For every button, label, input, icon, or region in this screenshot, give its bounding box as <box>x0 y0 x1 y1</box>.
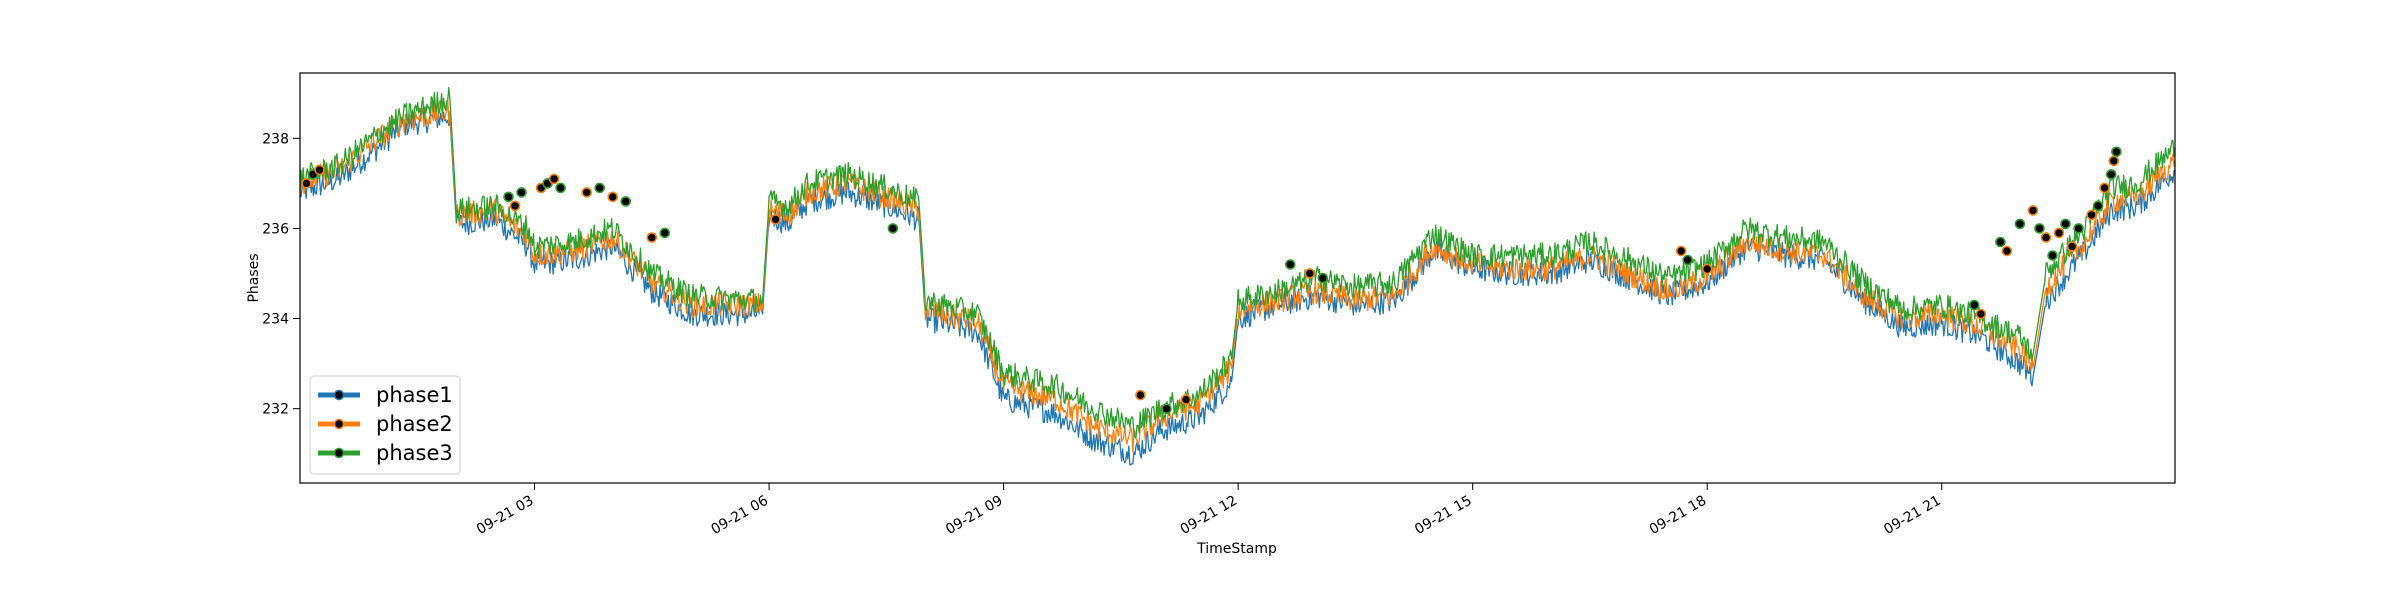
anomaly-marker <box>1969 299 1980 311</box>
x-axis-label: TimeStamp <box>1196 541 1277 557</box>
legend-box <box>309 375 461 475</box>
anomaly-marker <box>1317 272 1329 284</box>
anomaly-marker <box>887 223 899 234</box>
anomaly-marker <box>594 182 606 194</box>
y-axis-ticks: 232 234 236 238 <box>262 131 300 418</box>
anomaly-marker <box>1995 236 2006 248</box>
anomaly-marker <box>646 232 658 243</box>
y-tick-label: 234 <box>262 312 289 328</box>
anomaly-marker <box>1682 254 1693 266</box>
anomaly-marker <box>1675 245 1687 257</box>
anomaly-marker <box>2040 232 2052 243</box>
anomaly-marker <box>2073 223 2084 234</box>
anomaly-marker <box>2066 241 2078 252</box>
anomaly-marker <box>1161 403 1172 415</box>
y-tick-label: 232 <box>262 402 289 418</box>
legend-marker-phase2 <box>333 418 345 430</box>
anomaly-marker <box>620 196 632 207</box>
anomaly-marker <box>516 187 527 198</box>
series-layer <box>299 86 2176 466</box>
anomaly-marker <box>2099 182 2110 194</box>
series-line-phase2 <box>299 100 2176 452</box>
anomaly-marker <box>1135 389 1146 401</box>
legend-label-phase3: phase3 <box>376 441 453 465</box>
anomaly-marker <box>2086 209 2097 221</box>
legend-label-phase1: phase1 <box>376 383 453 407</box>
anomaly-marker <box>2105 169 2117 180</box>
anomaly-marker <box>770 214 781 225</box>
anomaly-marker <box>607 191 619 203</box>
anomaly-marker <box>503 191 514 203</box>
legend-label-phase2: phase2 <box>376 412 453 436</box>
anomaly-marker <box>2034 223 2045 234</box>
anomaly-marker <box>2060 218 2071 230</box>
anomaly-marker <box>2053 227 2065 239</box>
anomaly-marker <box>301 178 312 189</box>
anomaly-marker <box>1975 308 1987 320</box>
anomaly-marker <box>2108 155 2120 167</box>
series-line-phase3 <box>299 86 2176 439</box>
anomaly-marker <box>555 182 566 194</box>
anomaly-marker <box>2014 218 2026 230</box>
anomaly-marker <box>2001 245 2013 257</box>
anomaly-marker <box>509 200 521 212</box>
anomaly-marker <box>1701 263 1713 275</box>
anomaly-marker <box>1304 268 1316 279</box>
anomaly-marker <box>2027 205 2039 216</box>
y-axis-label: Phases <box>246 253 262 302</box>
y-tick-label: 238 <box>262 131 289 147</box>
anomaly-marker <box>2092 200 2104 212</box>
y-tick-label: 236 <box>262 221 289 237</box>
anomaly-marker <box>314 164 325 176</box>
anomaly-marker <box>1285 259 1296 270</box>
anomaly-marker <box>2111 146 2122 158</box>
plot-frame <box>299 72 2176 484</box>
legend: phase1 phase2 phase3 <box>309 375 461 475</box>
anomaly-marker <box>581 187 593 198</box>
legend-marker-phase3 <box>333 447 345 459</box>
marker-layer <box>301 146 2122 415</box>
anomaly-marker <box>548 173 560 185</box>
anomaly-marker <box>659 227 671 239</box>
legend-marker-phase1 <box>333 389 345 401</box>
anomaly-marker <box>2047 250 2058 261</box>
anomaly-marker <box>1180 394 1192 405</box>
